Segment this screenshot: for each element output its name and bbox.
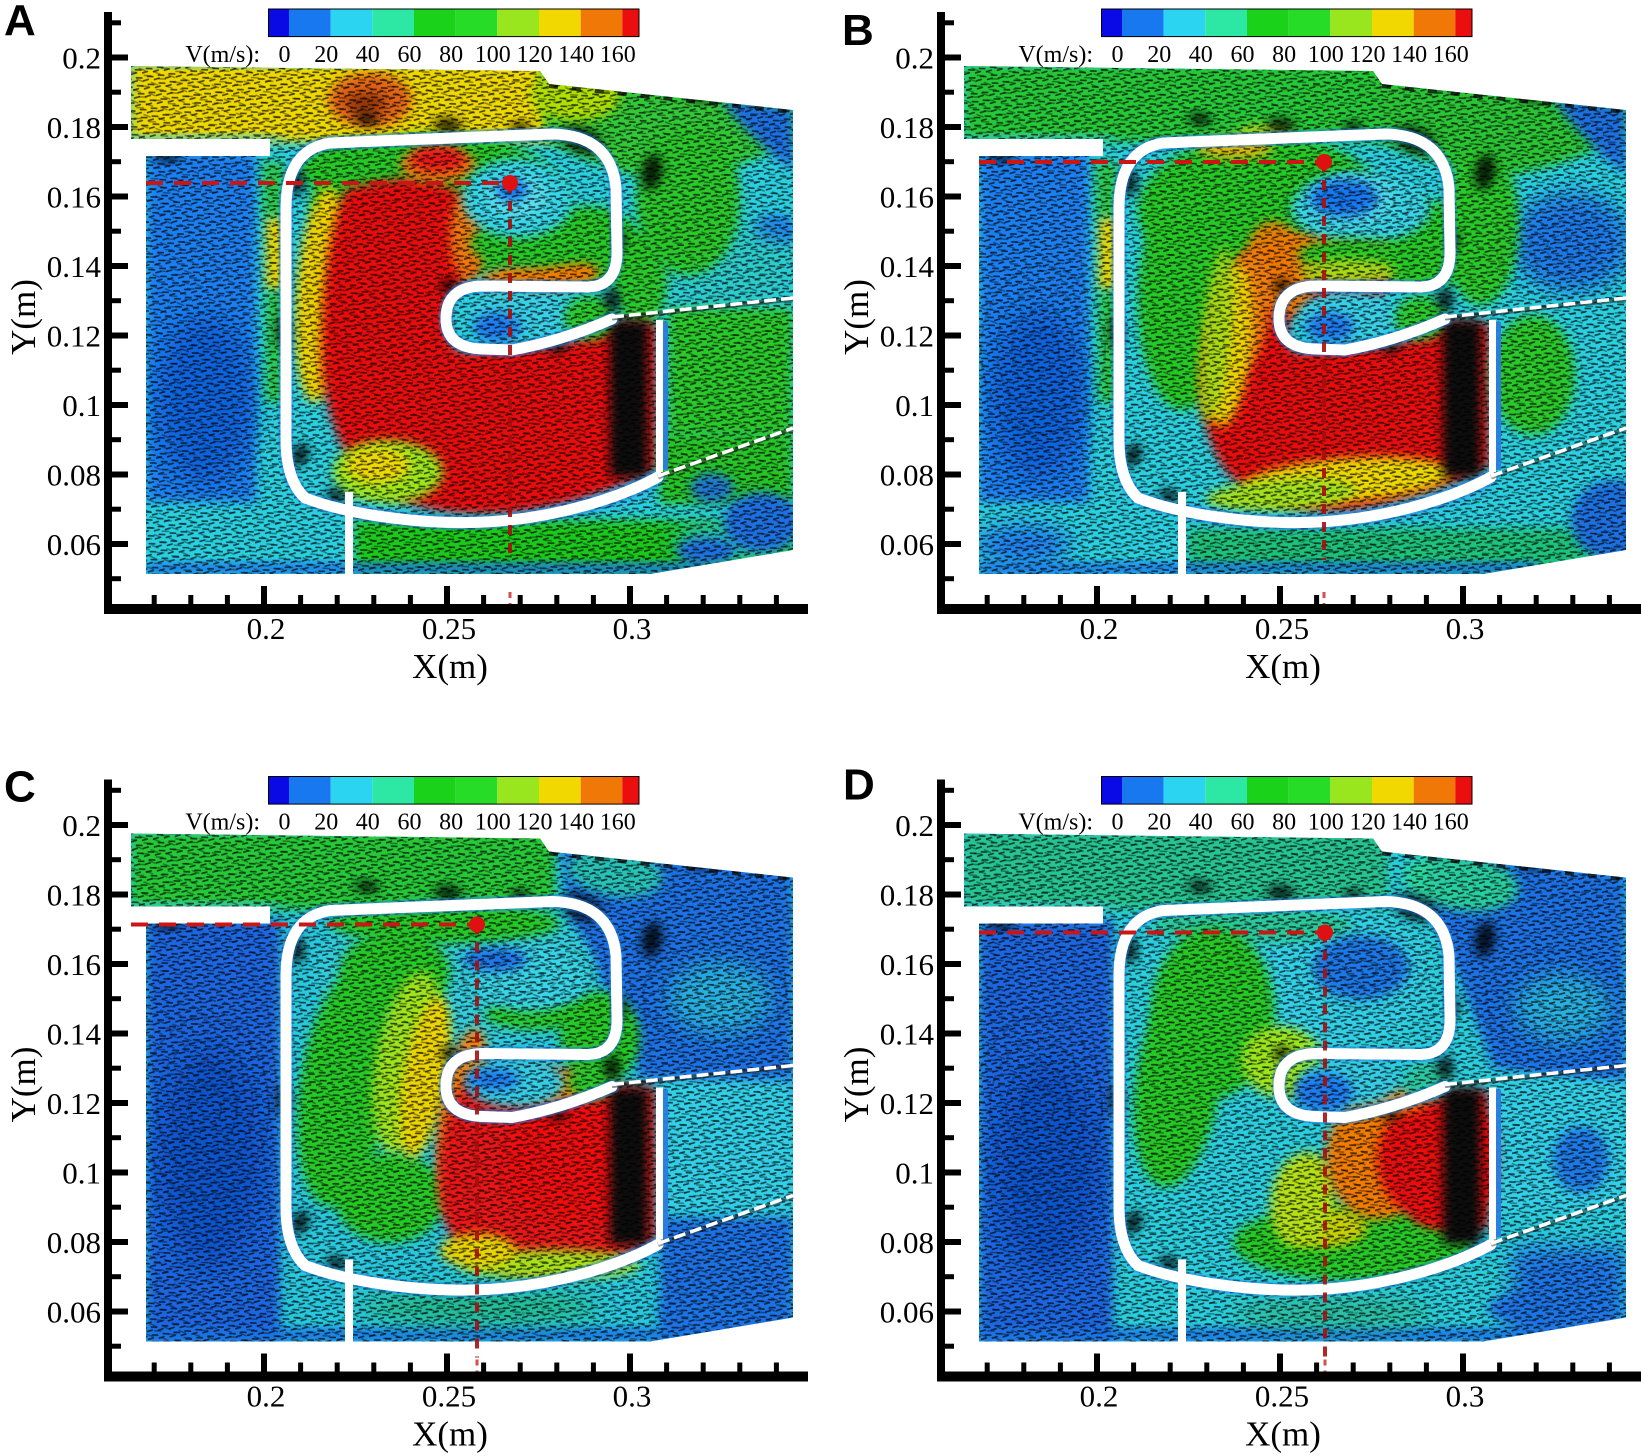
svg-text:A: A	[4, 0, 36, 45]
svg-text:D: D	[843, 761, 875, 810]
svg-text:C: C	[4, 763, 36, 812]
svg-text:B: B	[842, 6, 874, 55]
